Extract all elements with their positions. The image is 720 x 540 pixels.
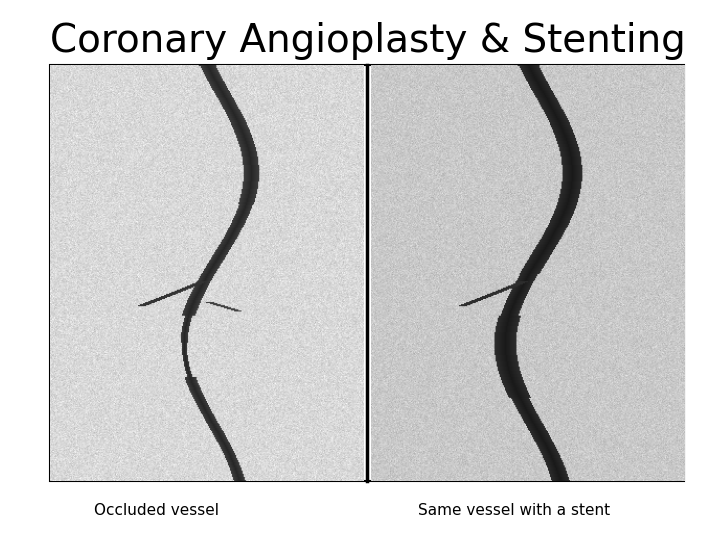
Text: A: A xyxy=(65,443,80,462)
Bar xyxy=(50,65,684,481)
Text: B: B xyxy=(382,443,396,462)
Text: Same vessel with a stent: Same vessel with a stent xyxy=(418,503,610,518)
Text: Coronary Angioplasty & Stenting: Coronary Angioplasty & Stenting xyxy=(50,22,686,59)
Text: Occluded vessel: Occluded vessel xyxy=(94,503,219,518)
